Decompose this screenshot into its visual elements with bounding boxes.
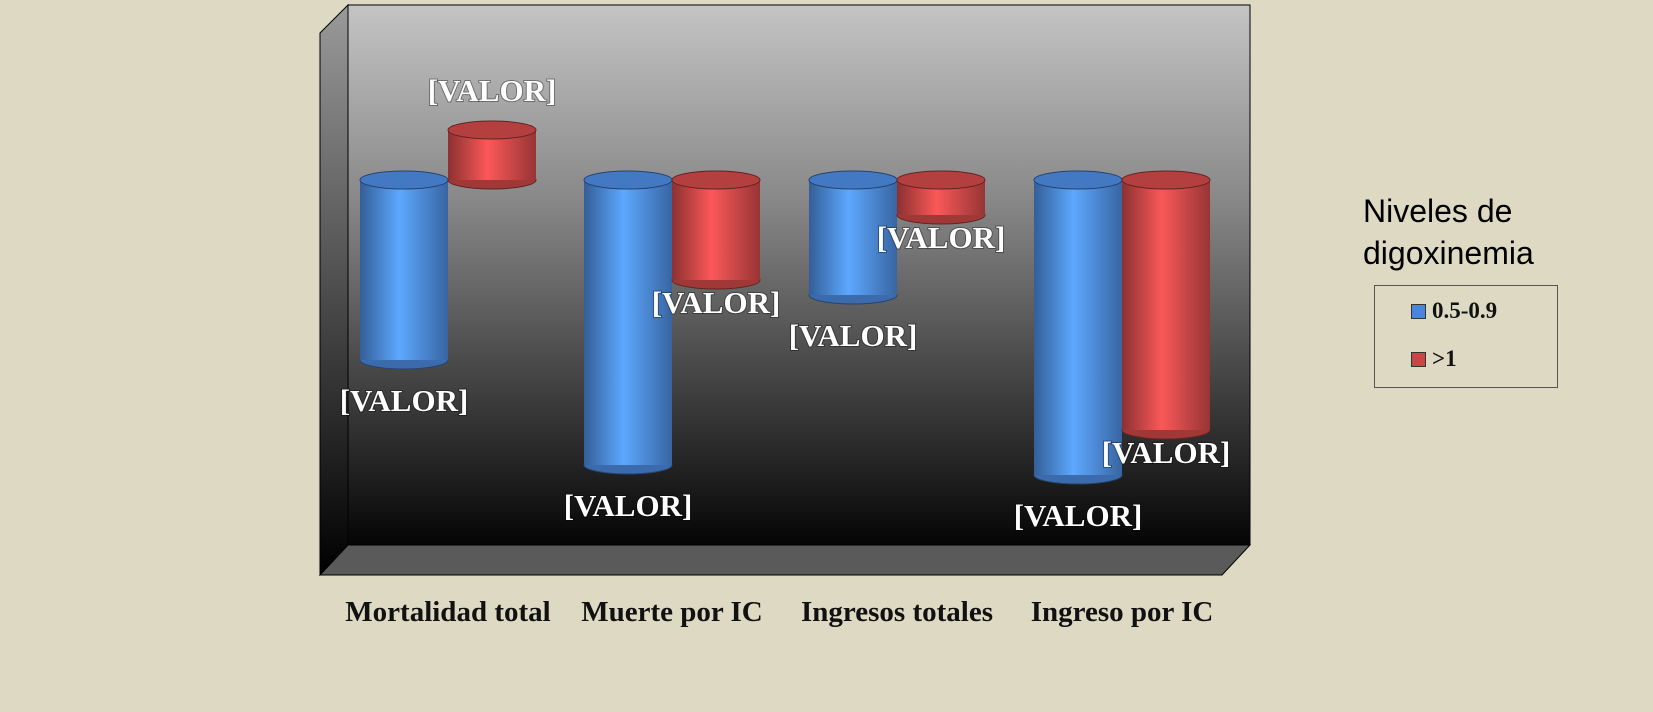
- value-label: [VALOR]: [789, 318, 918, 353]
- legend-label: >1: [1432, 346, 1457, 371]
- cylinder-top: [359, 170, 449, 190]
- value-label: [VALOR]: [1102, 435, 1231, 470]
- side-wall: [319, 3, 349, 577]
- legend-title: Niveles de digoxinemia: [1363, 193, 1534, 271]
- bar: [360, 180, 448, 360]
- cylinder-top: [447, 120, 537, 140]
- x-tick-label: Muerte por IC: [581, 596, 763, 628]
- x-tick-label: Mortalidad total: [345, 596, 551, 628]
- legend: 0.5-0.9 >1: [1374, 285, 1558, 388]
- legend-swatch: [1411, 303, 1426, 319]
- bar: [672, 180, 760, 280]
- value-label: [VALOR]: [877, 220, 1006, 255]
- cylinder-top: [583, 170, 673, 190]
- bar: [1034, 180, 1122, 475]
- legend-swatch: [1411, 351, 1426, 367]
- value-label: [VALOR]: [652, 285, 781, 320]
- value-label: [VALOR]: [1014, 498, 1143, 533]
- legend-item: 0.5-0.9: [1411, 298, 1497, 324]
- floor: [318, 544, 1252, 576]
- x-tick-label: Ingresos totales: [801, 596, 993, 628]
- cylinder-top: [1033, 170, 1123, 190]
- value-label: [VALOR]: [340, 383, 469, 418]
- cylinder-top: [1121, 170, 1211, 190]
- legend-label: 0.5-0.9: [1432, 298, 1498, 323]
- legend-item: >1: [1411, 346, 1457, 372]
- cylinder-top: [896, 170, 986, 190]
- bar: [809, 180, 897, 295]
- cylinder-top: [808, 170, 898, 190]
- cylinder-top: [671, 170, 761, 190]
- value-label: [VALOR]: [564, 488, 693, 523]
- bar: [584, 180, 672, 465]
- value-label: [VALOR]: [428, 73, 557, 108]
- bar: [1122, 180, 1210, 430]
- x-tick-label: Ingreso por IC: [1030, 596, 1214, 628]
